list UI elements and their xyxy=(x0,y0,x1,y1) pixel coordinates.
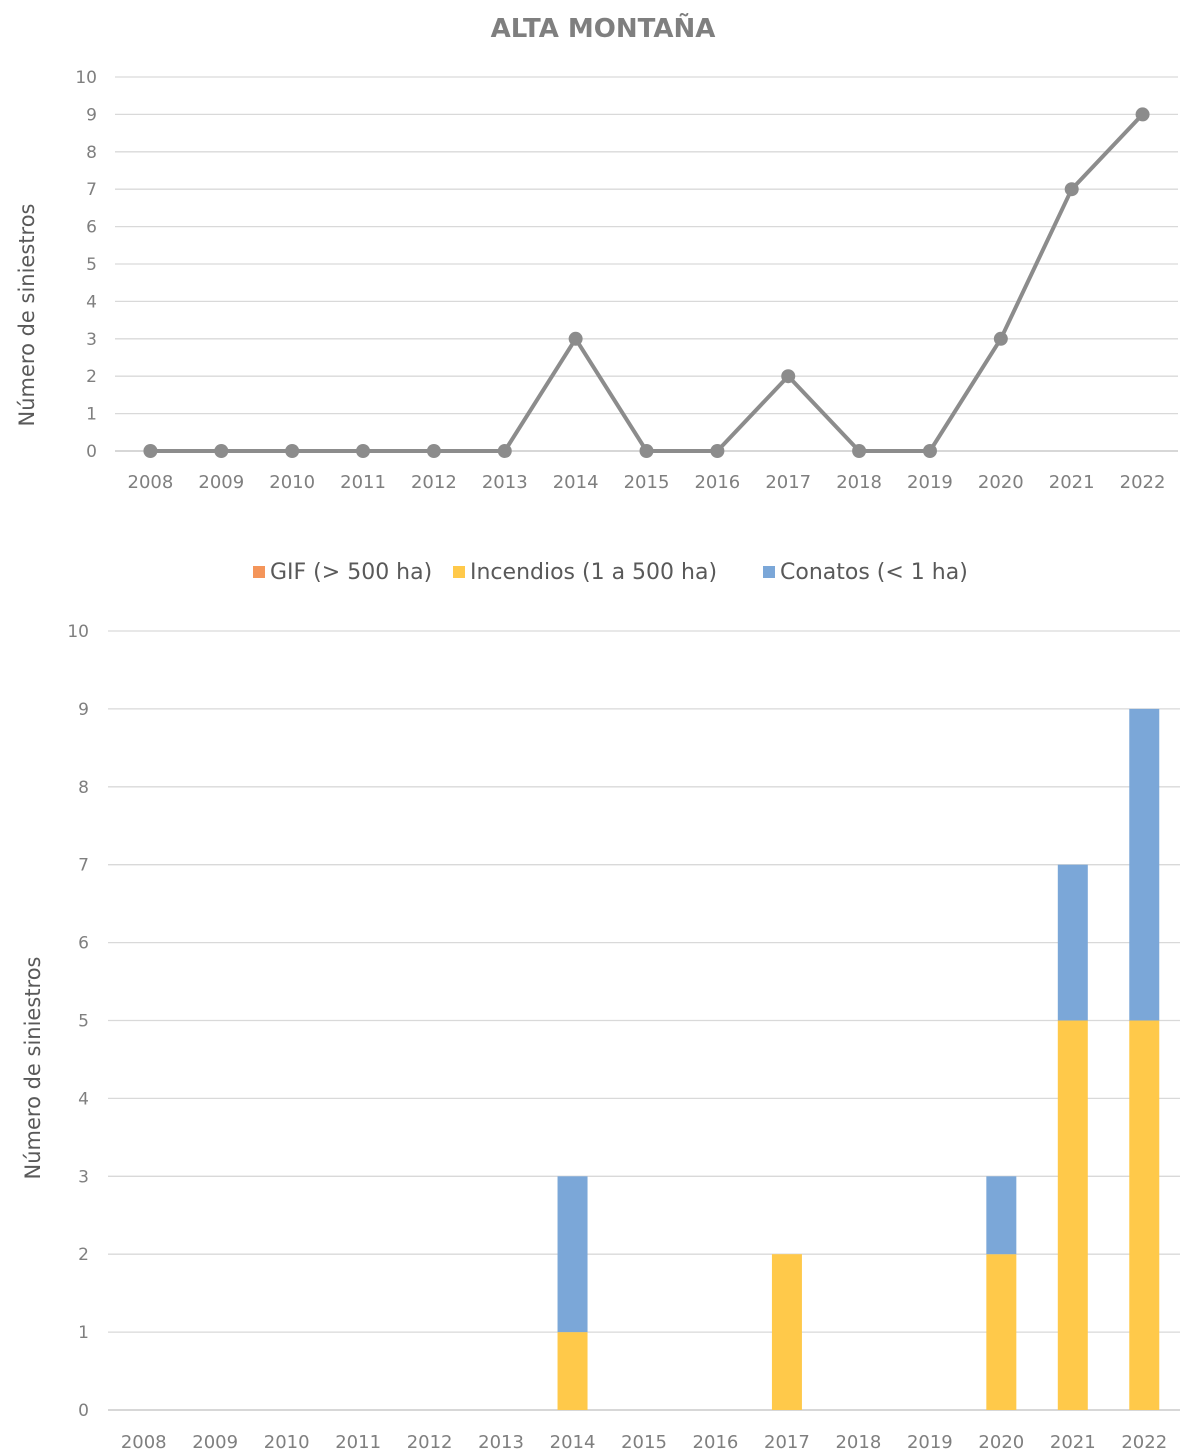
line-chart-y-tick-label: 1 xyxy=(86,405,97,425)
bar-segment xyxy=(986,1176,1017,1255)
line-point xyxy=(285,444,300,458)
legend-swatch xyxy=(253,566,265,578)
line-chart-x-tick-label: 2014 xyxy=(553,472,599,493)
bar-segment xyxy=(557,1176,588,1333)
line-chart-x-tick-label: 2013 xyxy=(482,472,528,493)
bar-chart-x-tick-label: 2015 xyxy=(621,1432,667,1453)
bar-segment xyxy=(1057,864,1088,1021)
bar-chart-y-tick-label: 7 xyxy=(78,856,89,876)
bar-chart-y-axis-title: Número de siniestros xyxy=(21,957,45,1180)
line-chart-x-tick-label: 2010 xyxy=(269,472,315,493)
line-point xyxy=(639,444,654,458)
line-chart-x-tick-label: 2021 xyxy=(1049,472,1095,493)
line-chart-x-tick-label: 2012 xyxy=(411,472,457,493)
line-chart-x-tick-label: 2008 xyxy=(128,472,174,493)
line-chart-x-tick-label: 2015 xyxy=(624,472,670,493)
bar-chart-x-tick-label: 2008 xyxy=(121,1432,167,1453)
line-point xyxy=(143,444,158,458)
bar-chart-y-tick-label: 3 xyxy=(78,1167,89,1187)
line-point xyxy=(922,444,937,458)
line-point xyxy=(1064,182,1079,197)
bar-chart-x-tick-label: 2018 xyxy=(835,1432,881,1453)
line-chart-y-tick-label: 10 xyxy=(75,68,97,88)
bar-chart-x-tick-label: 2021 xyxy=(1050,1432,1096,1453)
line-chart-y-tick-label: 2 xyxy=(86,367,97,387)
bar-chart-y-tick-label: 5 xyxy=(78,1012,89,1032)
line-chart-x-tick-label: 2016 xyxy=(694,472,740,493)
line-point xyxy=(993,331,1008,346)
line-chart-y-tick-label: 9 xyxy=(86,105,97,125)
line-chart-gridlines xyxy=(115,76,1178,452)
line-point xyxy=(568,331,583,346)
bar-chart-x-tick-label: 2022 xyxy=(1121,1432,1167,1453)
bar-segment xyxy=(557,1332,588,1410)
bar-segment xyxy=(1057,1020,1088,1410)
bar-chart-x-ticks: 2008 2009 2010 2011 2012 2013 2014 2015 2016 2017… xyxy=(121,1432,1167,1453)
line-point xyxy=(710,444,725,458)
bar-chart-y-tick-label: 10 xyxy=(67,622,89,642)
line-chart-x-tick-label: 2009 xyxy=(198,472,244,493)
bar-chart-y-tick-label: 2 xyxy=(78,1245,89,1265)
bar-chart-x-tick-label: 2013 xyxy=(478,1432,524,1453)
bar-chart-gridlines xyxy=(108,630,1180,1411)
line-chart-x-ticks: 2008 2009 2010 2011 2012 2013 2014 2015 2016 2017… xyxy=(128,472,1166,493)
bar-segment xyxy=(986,1254,1017,1410)
line-series xyxy=(150,113,1145,453)
line-chart-y-tick-label: 4 xyxy=(86,292,97,312)
line-chart-x-tick-label: 2019 xyxy=(907,472,953,493)
legend-label: GIF (> 500 ha) xyxy=(270,560,432,585)
line-chart-y-axis-title: Número de siniestros xyxy=(15,204,39,427)
line-point xyxy=(1135,107,1150,122)
legend-label: Conatos (< 1 ha) xyxy=(780,560,968,585)
bar-segment xyxy=(1129,708,1160,1021)
legend-swatch xyxy=(763,566,775,578)
line-chart-y-tick-label: 8 xyxy=(86,143,97,163)
line-chart-y-tick-label: 3 xyxy=(86,330,97,350)
bar-chart-y-tick-label: 6 xyxy=(78,934,89,954)
bar-chart-y-tick-label: 8 xyxy=(78,778,89,798)
line-point xyxy=(214,444,229,458)
line-chart-x-tick-label: 2020 xyxy=(978,472,1024,493)
line-chart-y-tick-label: 7 xyxy=(86,180,97,200)
bar-segment xyxy=(1129,1020,1160,1410)
bar-chart-y-ticks: 0 1 2 3 4 5 6 7 8 9 10 xyxy=(67,622,89,1421)
bar-chart-y-tick-label: 4 xyxy=(78,1089,89,1109)
bar-chart-legend: GIF (> 500 ha) Incendios (1 a 500 ha) Cona… xyxy=(253,560,968,585)
bar-chart-x-tick-label: 2019 xyxy=(907,1432,953,1453)
bar-chart-x-tick-label: 2020 xyxy=(978,1432,1024,1453)
bar-chart-x-tick-label: 2011 xyxy=(335,1432,381,1453)
line-point xyxy=(497,444,512,458)
line-point xyxy=(356,444,371,458)
bar-chart-x-tick-label: 2017 xyxy=(764,1432,810,1453)
line-chart-series xyxy=(143,107,1150,458)
line-chart-title: ALTA MONTAÑA xyxy=(491,12,716,44)
bar-chart-x-tick-label: 2010 xyxy=(264,1432,310,1453)
bar-chart-y-tick-label: 9 xyxy=(78,700,89,720)
line-chart-y-ticks: 0 1 2 3 4 5 6 7 8 9 10 xyxy=(75,68,97,462)
bar-segment xyxy=(771,1254,802,1410)
bar-chart-x-tick-label: 2014 xyxy=(550,1432,596,1453)
line-chart-y-tick-label: 5 xyxy=(86,255,97,275)
bar-chart-x-tick-label: 2012 xyxy=(407,1432,453,1453)
line-point xyxy=(852,444,867,458)
line-chart-y-tick-label: 0 xyxy=(86,442,97,462)
line-point xyxy=(426,444,441,458)
legend-label: Incendios (1 a 500 ha) xyxy=(470,560,717,585)
line-chart-x-tick-label: 2011 xyxy=(340,472,386,493)
line-point xyxy=(781,369,796,384)
line-chart-x-tick-label: 2018 xyxy=(836,472,882,493)
bar-chart-y-tick-label: 1 xyxy=(78,1323,89,1343)
line-chart-x-tick-label: 2017 xyxy=(765,472,811,493)
legend-swatch xyxy=(453,566,465,578)
bar-chart-x-tick-label: 2016 xyxy=(693,1432,739,1453)
line-chart-x-tick-label: 2022 xyxy=(1120,472,1166,493)
bar-chart-x-tick-label: 2009 xyxy=(192,1432,238,1453)
bar-chart-y-tick-label: 0 xyxy=(78,1401,89,1421)
line-chart-y-tick-label: 6 xyxy=(86,218,97,238)
bar-chart-bars xyxy=(557,708,1160,1410)
